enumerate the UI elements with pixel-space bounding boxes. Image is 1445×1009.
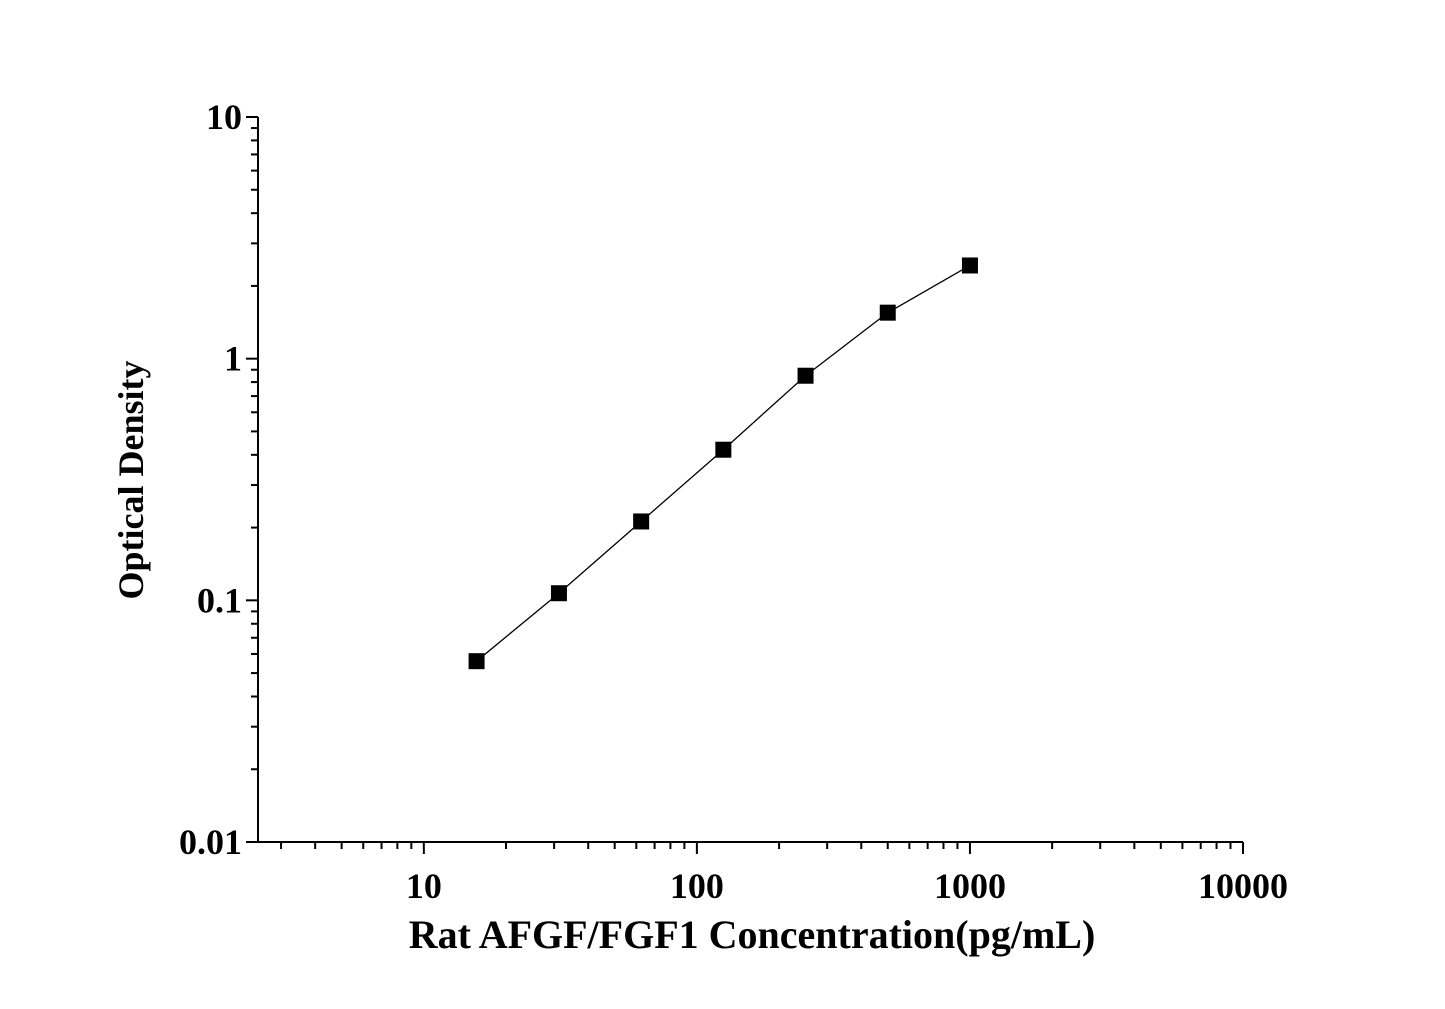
x-tick-label: 10000: [1198, 866, 1288, 906]
y-tick-label: 0.1: [197, 580, 242, 620]
data-point: [797, 367, 814, 384]
axes: 0.01 0.1 1 10 10 100 1000 10000: [179, 97, 1288, 906]
data-point: [879, 304, 896, 321]
data-point: [961, 257, 978, 274]
y-tick-label: 10: [206, 97, 242, 137]
y-axis-label: Optical Density: [111, 361, 151, 600]
data-point: [550, 585, 567, 602]
x-tick-label: 100: [670, 866, 724, 906]
y-tick-label: 0.01: [179, 822, 242, 862]
x-axis-label: Rat AFGF/FGF1 Concentration(pg/mL): [409, 912, 1096, 957]
series: [468, 257, 978, 670]
x-tick-label: 10: [406, 866, 442, 906]
data-point: [715, 441, 732, 458]
x-tick-label: 1000: [934, 866, 1006, 906]
data-point: [633, 513, 650, 530]
data-point: [468, 653, 485, 670]
y-tick-label: 1: [224, 339, 242, 379]
series-line: [476, 264, 971, 662]
